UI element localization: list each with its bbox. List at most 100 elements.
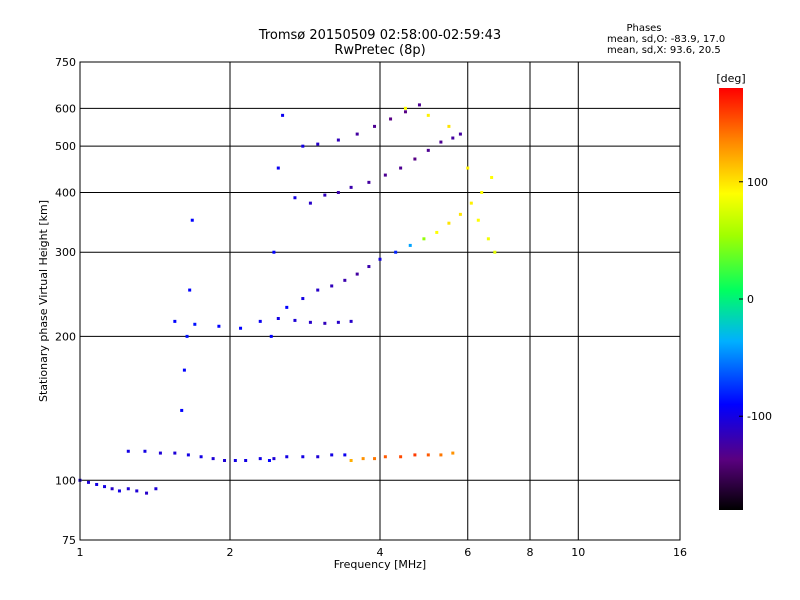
data-point xyxy=(193,322,197,326)
data-point xyxy=(199,455,203,459)
data-point xyxy=(301,455,305,459)
data-point xyxy=(186,453,190,457)
data-point xyxy=(389,117,393,121)
data-point xyxy=(469,201,473,205)
data-point xyxy=(158,451,162,455)
data-point xyxy=(258,319,262,323)
data-point xyxy=(399,166,403,170)
data-point xyxy=(399,455,403,459)
data-point xyxy=(451,451,455,455)
data-point xyxy=(323,193,327,197)
x-tick-label: 6 xyxy=(464,546,471,559)
stats-header: Phases xyxy=(626,23,661,34)
data-point xyxy=(276,316,280,320)
data-point xyxy=(480,190,484,194)
data-point xyxy=(486,237,490,241)
x-tick-label: 8 xyxy=(527,546,534,559)
data-points xyxy=(78,103,497,495)
data-point xyxy=(493,250,497,254)
data-point xyxy=(367,265,371,269)
data-point xyxy=(145,491,149,495)
data-point xyxy=(143,449,147,453)
colorbar-ticks: 100 0 -100 xyxy=(739,176,772,423)
data-point xyxy=(349,458,353,462)
data-point xyxy=(426,453,430,457)
data-point xyxy=(272,457,276,461)
y-tick-label: 300 xyxy=(55,246,76,259)
colorbar-tick-label: -100 xyxy=(747,410,772,423)
data-point xyxy=(413,453,417,457)
data-point xyxy=(182,368,186,372)
data-point xyxy=(343,278,347,282)
y-tick-label: 600 xyxy=(55,102,76,115)
data-point xyxy=(349,319,353,323)
y-axis-ticks: 75 100 200 300 400 500 600 750 xyxy=(55,56,76,547)
data-point xyxy=(458,212,462,216)
data-point xyxy=(276,166,280,170)
data-point xyxy=(285,305,289,309)
data-point xyxy=(373,124,377,128)
data-point xyxy=(476,218,480,222)
data-point xyxy=(316,142,320,146)
data-point xyxy=(439,453,443,457)
data-point xyxy=(422,237,426,241)
data-point xyxy=(185,334,189,338)
data-point xyxy=(103,485,107,489)
data-point xyxy=(308,320,312,324)
data-point xyxy=(426,148,430,152)
data-point xyxy=(244,458,248,462)
data-point xyxy=(293,318,297,322)
data-point xyxy=(233,458,237,462)
data-point xyxy=(95,482,99,486)
data-point xyxy=(361,457,365,461)
data-point xyxy=(383,173,387,177)
data-point xyxy=(316,455,320,459)
data-point xyxy=(269,334,273,338)
data-point xyxy=(272,250,276,254)
data-point xyxy=(408,243,412,247)
data-point xyxy=(330,284,334,288)
data-point xyxy=(211,457,215,461)
data-point xyxy=(301,144,305,148)
data-point xyxy=(173,319,177,323)
y-tick-label: 75 xyxy=(62,534,76,547)
data-point xyxy=(447,124,451,128)
data-point xyxy=(301,297,305,301)
colorbar-label: [deg] xyxy=(716,72,745,85)
x-tick-label: 4 xyxy=(377,546,384,559)
data-point xyxy=(383,455,387,459)
data-point xyxy=(330,453,334,457)
data-point xyxy=(458,132,462,136)
x-axis-ticks: 1 2 4 6 8 10 16 xyxy=(77,546,688,559)
data-point xyxy=(267,458,271,462)
data-point xyxy=(110,487,114,491)
data-point xyxy=(135,489,139,493)
data-point xyxy=(336,190,340,194)
data-point xyxy=(316,288,320,292)
data-point xyxy=(154,487,158,491)
data-point xyxy=(451,136,455,140)
y-tick-label: 100 xyxy=(55,474,76,487)
data-point xyxy=(285,455,289,459)
data-point xyxy=(117,489,121,493)
y-tick-label: 200 xyxy=(55,330,76,343)
data-point xyxy=(367,180,371,184)
data-point xyxy=(403,106,407,110)
y-tick-label: 400 xyxy=(55,186,76,199)
x-tick-label: 16 xyxy=(673,546,687,559)
data-point xyxy=(403,110,407,114)
data-point xyxy=(426,113,430,117)
x-tick-label: 2 xyxy=(227,546,234,559)
data-point xyxy=(173,451,177,455)
x-tick-label: 10 xyxy=(571,546,585,559)
data-point xyxy=(466,166,470,170)
y-tick-label: 750 xyxy=(55,56,76,69)
data-point xyxy=(378,257,382,261)
stats-o-mode: mean, sd,O: -83.9, 17.0 xyxy=(607,34,725,45)
data-point xyxy=(490,175,494,179)
data-point xyxy=(343,453,347,457)
data-point xyxy=(323,321,327,325)
data-point xyxy=(223,458,227,462)
y-tick-label: 500 xyxy=(55,140,76,153)
